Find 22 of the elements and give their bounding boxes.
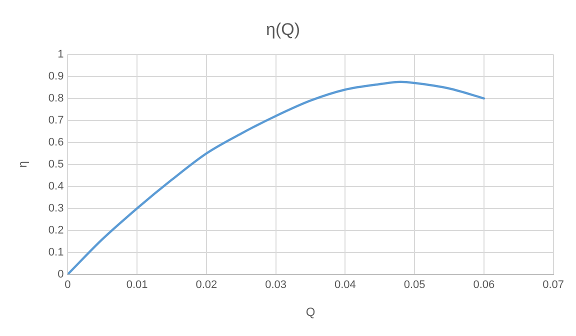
x-axis-title: Q	[306, 305, 316, 320]
y-axis-title: η	[16, 161, 30, 168]
x-tick-label: 0.06	[473, 279, 495, 292]
x-tick-label: 0.04	[334, 279, 356, 292]
line-series	[68, 80, 486, 274]
y-tick-label: 0	[58, 268, 64, 280]
y-tick-label: 0.5	[48, 158, 64, 170]
x-tick-label: 0.03	[265, 279, 287, 292]
y-tick-label: 0.2	[48, 224, 64, 236]
y-tick-label: 0.8	[48, 92, 64, 104]
y-tick-label: 0.6	[48, 136, 64, 148]
x-tick-label: 0.05	[404, 279, 426, 292]
x-tick-label: 0.07	[542, 279, 564, 292]
x-tick-label: 0.02	[196, 279, 218, 292]
y-tick-label: 0.4	[48, 180, 64, 192]
chart-title: η(Q)	[266, 20, 300, 39]
y-tick-label: 0.3	[48, 202, 64, 214]
y-tick-label: 0.7	[48, 114, 64, 126]
y-tick-label: 0.1	[48, 246, 64, 258]
x-tick-label: 0.01	[126, 279, 148, 292]
y-tick-label: 0.9	[48, 70, 64, 82]
y-tick-label: 1	[58, 48, 64, 60]
